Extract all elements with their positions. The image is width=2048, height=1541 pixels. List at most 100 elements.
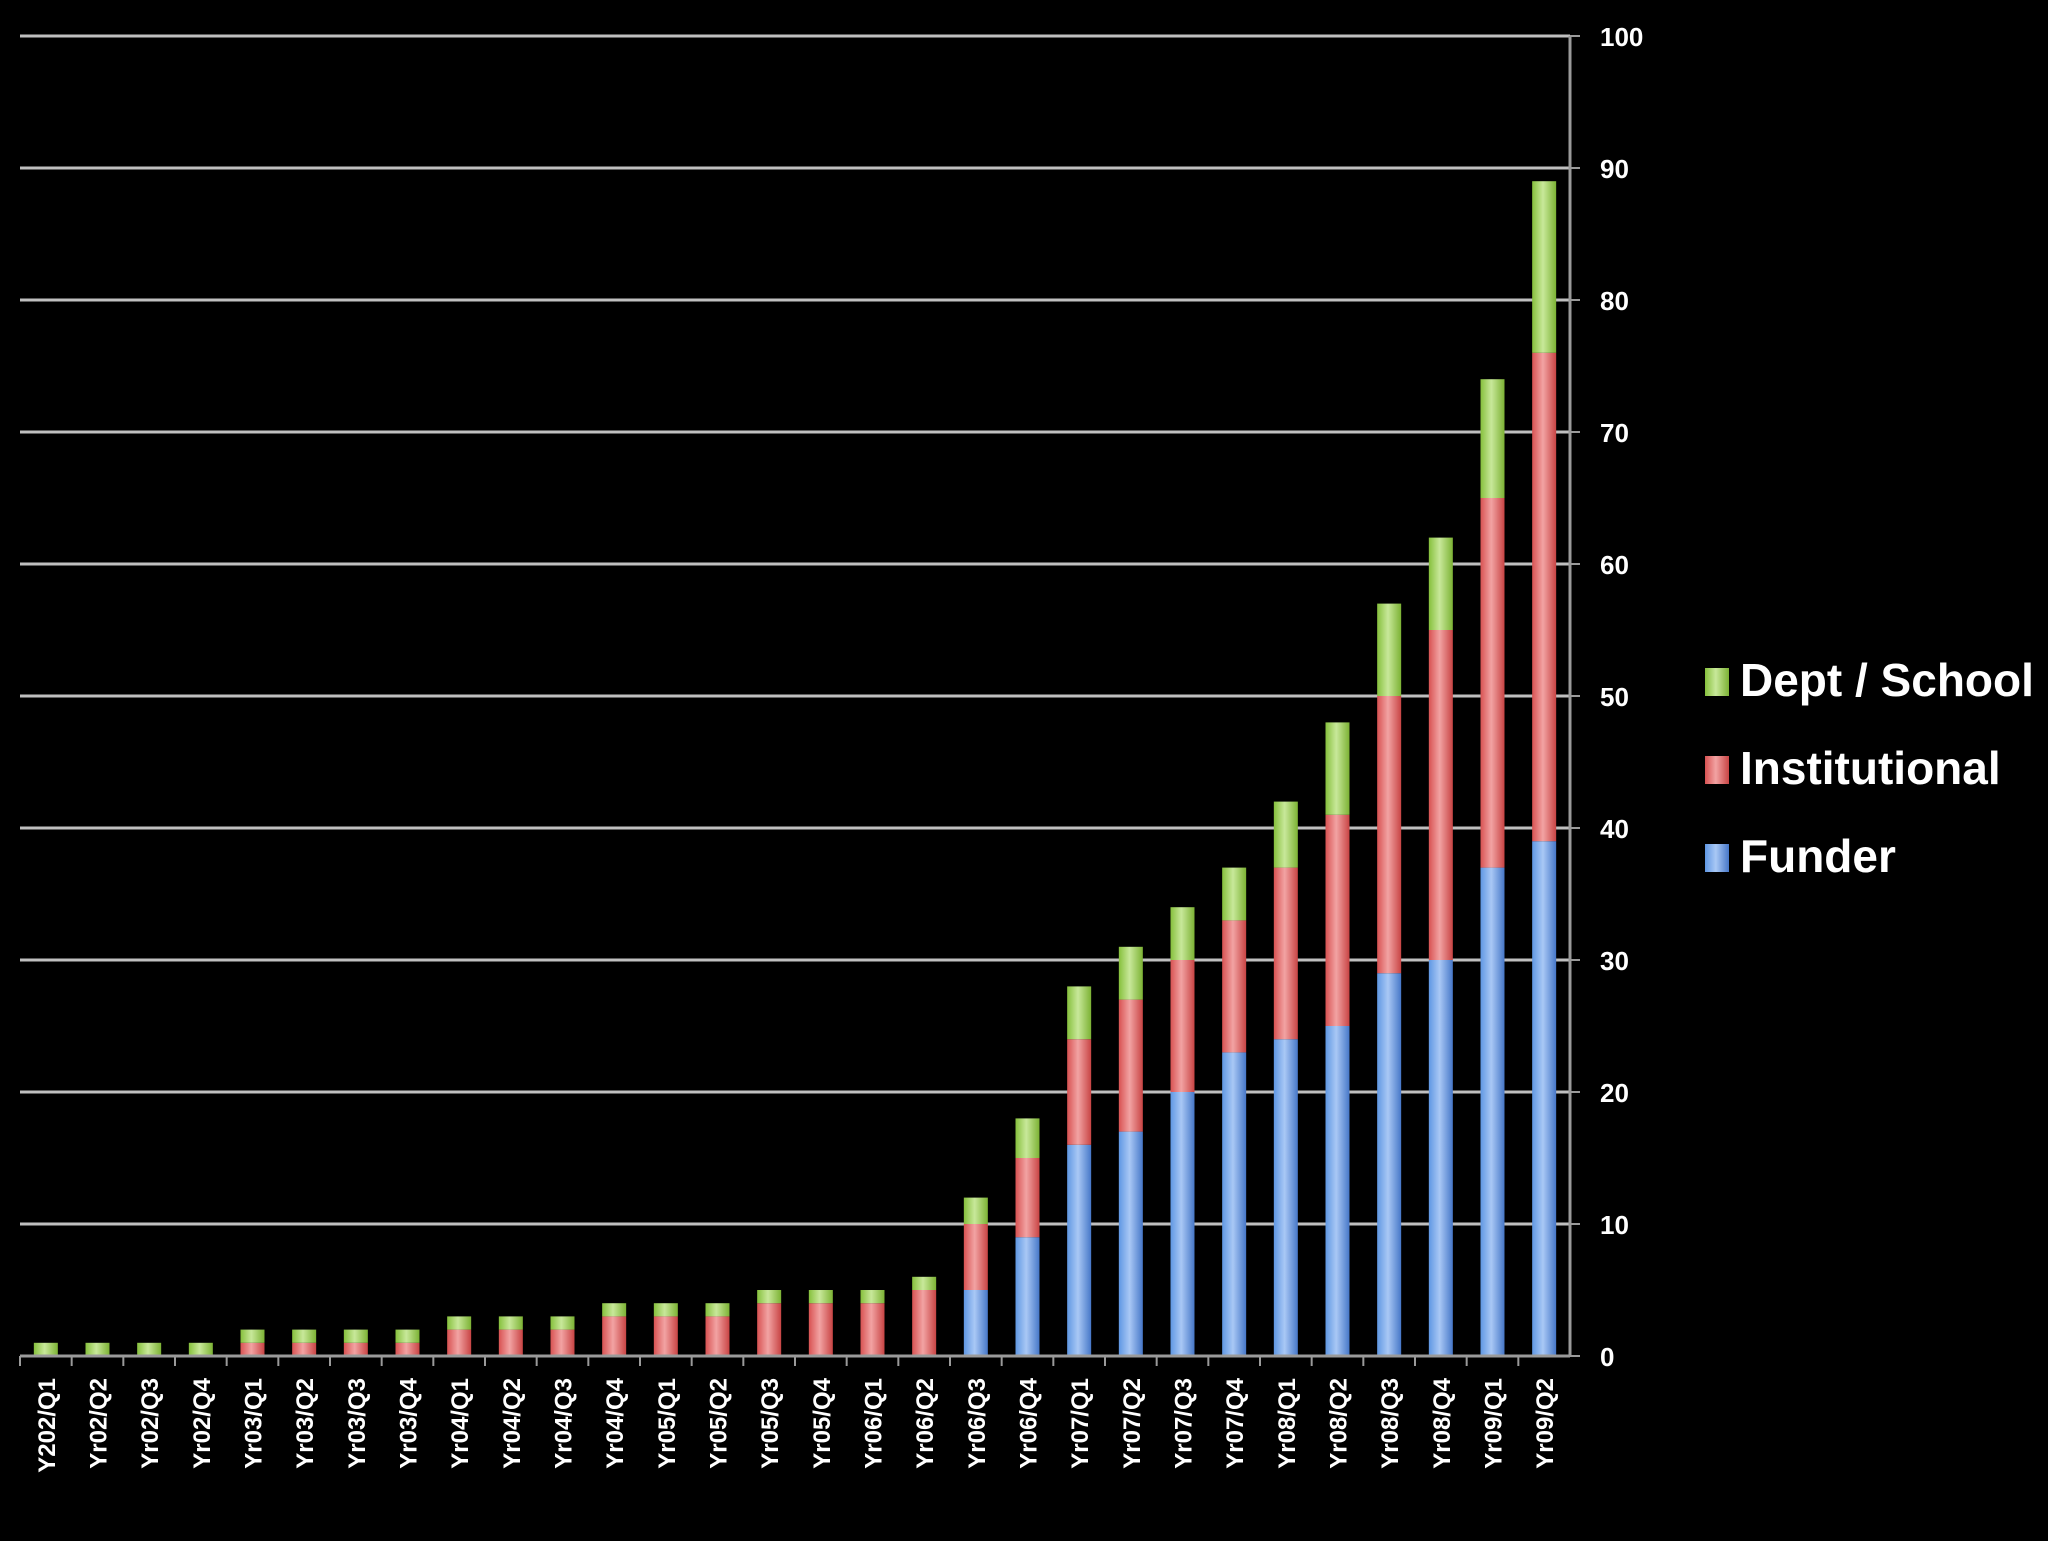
bar-segment-funder	[1428, 960, 1453, 1356]
axes: 0 10 20 30 40 50 60 70 80 90 100 Y202/Q1 Yr02/Q2 Yr02…	[19, 22, 1643, 1473]
legend-swatch	[1705, 756, 1729, 784]
bar-segment-institutional	[602, 1316, 627, 1356]
bar-segment-funder	[1015, 1237, 1040, 1356]
x-tick-label: Yr06/Q2	[912, 1378, 939, 1469]
bar-segment-institutional	[1273, 867, 1298, 1040]
bar-segment-dept-school	[343, 1329, 368, 1343]
bar-segment-dept-school	[963, 1197, 988, 1224]
y-tick-label: 10	[1600, 1210, 1629, 1240]
bar-segment-dept-school	[808, 1290, 833, 1304]
x-tick-label: Yr08/Q4	[1429, 1377, 1456, 1468]
bar-segment-institutional	[1532, 352, 1557, 842]
x-tick-label: Yr06/Q4	[1016, 1377, 1043, 1468]
bar-segment-institutional	[498, 1329, 523, 1356]
x-tick-label: Y202/Q1	[34, 1378, 61, 1473]
bar-segment-dept-school	[602, 1303, 627, 1317]
legend-label: Institutional	[1740, 742, 2001, 794]
y-tick-label: 70	[1600, 418, 1629, 448]
bar-segment-institutional	[550, 1329, 575, 1356]
bar-segment-dept-school	[1273, 801, 1298, 868]
bar-segment-funder	[963, 1290, 988, 1356]
bar-segment-dept-school	[33, 1342, 58, 1356]
x-tick-label: Yr04/Q2	[499, 1378, 526, 1469]
bar-segment-funder	[1067, 1144, 1092, 1356]
bar-segment-dept-school	[1067, 986, 1092, 1040]
bar-segment-dept-school	[550, 1316, 575, 1330]
bar-segment-institutional	[1377, 696, 1402, 974]
bar-segment-funder	[1170, 1092, 1195, 1356]
x-tick-label: Yr04/Q3	[551, 1378, 578, 1469]
y-tick-label: 30	[1600, 946, 1629, 976]
bar-segment-institutional	[705, 1316, 730, 1356]
x-tick-label: Yr07/Q4	[1222, 1377, 1249, 1468]
bar-segment-dept-school	[85, 1342, 110, 1356]
x-tick-label: Yr04/Q4	[602, 1377, 629, 1468]
bar-segment-institutional	[757, 1303, 782, 1356]
bar-segment-dept-school	[188, 1342, 213, 1356]
bar-segment-funder	[1480, 867, 1505, 1356]
bar-segment-dept-school	[705, 1303, 730, 1317]
legend-label: Funder	[1740, 830, 1896, 882]
bar-segment-dept-school	[1480, 379, 1505, 498]
bar-segment-funder	[1222, 1052, 1247, 1356]
bar-segment-dept-school	[1532, 181, 1557, 353]
y-tick-label: 60	[1600, 550, 1629, 580]
bar-segment-institutional	[1015, 1158, 1040, 1238]
bar-segment-dept-school	[1377, 603, 1402, 696]
bar-segment-institutional	[292, 1342, 317, 1356]
bar-segment-institutional	[860, 1303, 885, 1356]
bar-segment-dept-school	[1118, 946, 1143, 1000]
y-tick-label: 20	[1600, 1078, 1629, 1108]
x-tick-label: Yr02/Q2	[86, 1378, 113, 1469]
x-tick-label: Yr09/Q1	[1481, 1378, 1508, 1469]
bar-segment-dept-school	[240, 1329, 265, 1343]
bar-segment-institutional	[1325, 814, 1350, 1026]
bar-segment-institutional	[1222, 920, 1247, 1053]
x-tick-label: Yr04/Q1	[447, 1378, 474, 1469]
bar-segment-funder	[1377, 973, 1402, 1356]
bar-segment-dept-school	[912, 1276, 937, 1290]
y-tick-label: 50	[1600, 682, 1629, 712]
legend: Dept / School Institutional Funder	[1705, 654, 2034, 882]
bar-segment-institutional	[447, 1329, 472, 1356]
bar-segment-dept-school	[1222, 867, 1247, 921]
bar-segment-dept-school	[1015, 1118, 1040, 1158]
bar-segment-dept-school	[1428, 537, 1453, 630]
x-tick-label: Yr05/Q1	[654, 1378, 681, 1469]
bar-segment-dept-school	[292, 1329, 317, 1343]
bar-segment-institutional	[808, 1303, 833, 1356]
bar-segment-dept-school	[395, 1329, 420, 1343]
x-tick-label: Yr09/Q2	[1532, 1378, 1559, 1469]
bar-segment-dept-school	[498, 1316, 523, 1330]
x-tick-label: Yr08/Q3	[1377, 1378, 1404, 1469]
x-tick-label: Yr03/Q3	[344, 1378, 371, 1469]
x-tick-label: Yr02/Q3	[137, 1378, 164, 1469]
y-tick-label: 90	[1600, 154, 1629, 184]
x-tick-label: Yr03/Q2	[292, 1378, 319, 1469]
bar-segment-funder	[1118, 1131, 1143, 1356]
bar-segment-institutional	[1118, 999, 1143, 1132]
bar-segment-institutional	[653, 1316, 678, 1356]
x-tick-label: Yr08/Q1	[1274, 1378, 1301, 1469]
bar-segment-dept-school	[860, 1290, 885, 1304]
bar-segment-dept-school	[1170, 907, 1195, 960]
x-tick-label: Yr03/Q1	[241, 1378, 268, 1469]
bar-segment-institutional	[395, 1342, 420, 1356]
bar-segment-funder	[1325, 1026, 1350, 1356]
bar-segment-funder	[1532, 841, 1557, 1356]
bar-segment-institutional	[1170, 960, 1195, 1092]
legend-swatch	[1705, 844, 1729, 872]
bar-segment-dept-school	[1325, 722, 1350, 815]
x-tick-label: Yr05/Q4	[809, 1377, 836, 1468]
y-tick-label: 0	[1600, 1342, 1614, 1372]
y-tick-label: 40	[1600, 814, 1629, 844]
y-tick-label: 100	[1600, 22, 1643, 52]
bar-segment-institutional	[963, 1224, 988, 1290]
x-tick-label: Yr03/Q4	[396, 1377, 423, 1468]
bars	[33, 181, 1557, 1356]
bar-segment-institutional	[912, 1290, 937, 1356]
x-tick-label: Yr07/Q2	[1119, 1378, 1146, 1469]
bar-segment-institutional	[343, 1342, 368, 1356]
y-tick-label: 80	[1600, 286, 1629, 316]
